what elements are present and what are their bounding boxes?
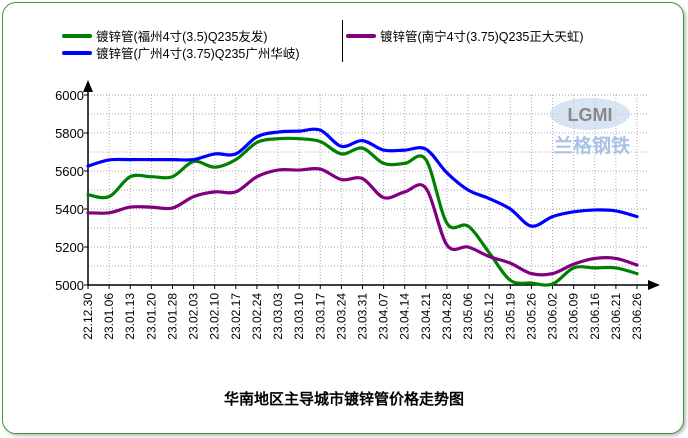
watermark-logo-text: LGMI — [568, 105, 613, 125]
x-tick-label: 23.05.12 — [482, 293, 496, 340]
y-tick-label: 5800 — [55, 126, 84, 141]
x-tick-label: 23.02.17 — [229, 293, 243, 340]
x-tick-label: 23.06.16 — [588, 293, 602, 340]
chart-title: 华南地区主导城市镀锌管价格走势图 — [223, 391, 464, 408]
x-tick-label: 23.06.02 — [546, 293, 560, 340]
y-axis-arrow — [83, 80, 93, 92]
x-tick-label: 23.03.03 — [271, 293, 285, 340]
watermark-text: 兰格钢铁 — [554, 134, 630, 157]
y-tick-label: 5200 — [55, 240, 84, 255]
legend-swatch — [346, 33, 376, 38]
x-tick-label: 23.01.20 — [144, 293, 158, 340]
x-tick-label: 23.04.28 — [440, 293, 454, 340]
x-tick-label: 23.06.21 — [609, 293, 623, 340]
x-tick-label: 23.01.28 — [165, 293, 179, 340]
x-tick-label: 23.04.07 — [377, 293, 391, 340]
legend-item-guangzhou: 镀锌管(广州4寸(3.75)Q235广州华岐) — [62, 43, 300, 62]
legend-label: 镀锌管(广州4寸(3.75)Q235广州华岐) — [96, 47, 300, 61]
x-tick-label: 23.06.26 — [630, 293, 644, 340]
x-tick-label: 23.04.21 — [419, 293, 433, 340]
x-tick-label: 23.01.06 — [102, 293, 116, 340]
y-tick-label: 5600 — [55, 164, 84, 179]
legend-swatch — [62, 33, 92, 38]
x-tick-label: 23.02.10 — [208, 293, 222, 340]
x-tick-label: 23.03.31 — [356, 293, 370, 340]
x-axis-arrow — [648, 280, 660, 290]
x-tick-label: 23.02.03 — [187, 293, 201, 340]
x-tick-label: 23.05.19 — [503, 293, 517, 340]
series-line-1 — [86, 127, 639, 228]
y-tick-label: 5400 — [55, 202, 84, 217]
legend-label: 镀锌管(南宁4寸(3.75)Q235正大天虹) — [380, 30, 584, 44]
series-line-0 — [86, 136, 639, 287]
legend-item-fuzhou: 镀锌管(福州4寸(3.5)Q235友发) — [62, 26, 268, 45]
legend-label: 镀锌管(福州4寸(3.5)Q235友发) — [96, 30, 268, 44]
watermark-logo — [550, 98, 630, 130]
x-tick-label: 23.06.09 — [567, 293, 581, 340]
legend-divider — [342, 20, 343, 62]
legend-item-nanning: 镀锌管(南宁4寸(3.75)Q235正大天虹) — [346, 26, 584, 45]
x-tick-label: 23.05.06 — [461, 293, 475, 340]
x-tick-label: 23.01.13 — [123, 293, 137, 340]
legend-swatch — [62, 50, 92, 55]
chart-frame — [2, 2, 684, 434]
y-tick-label: 6000 — [55, 88, 84, 103]
x-tick-label: 23.05.26 — [524, 293, 538, 340]
x-tick-label: 23.03.10 — [292, 293, 306, 340]
series-line-2 — [86, 166, 639, 277]
y-tick-label: 5000 — [55, 278, 84, 293]
x-tick-label: 23.03.24 — [334, 293, 348, 340]
x-tick-label: 23.02.24 — [250, 293, 264, 340]
x-tick-label: 22.12.30 — [81, 293, 95, 340]
x-tick-label: 23.03.17 — [313, 293, 327, 340]
x-tick-label: 23.04.14 — [398, 293, 412, 340]
